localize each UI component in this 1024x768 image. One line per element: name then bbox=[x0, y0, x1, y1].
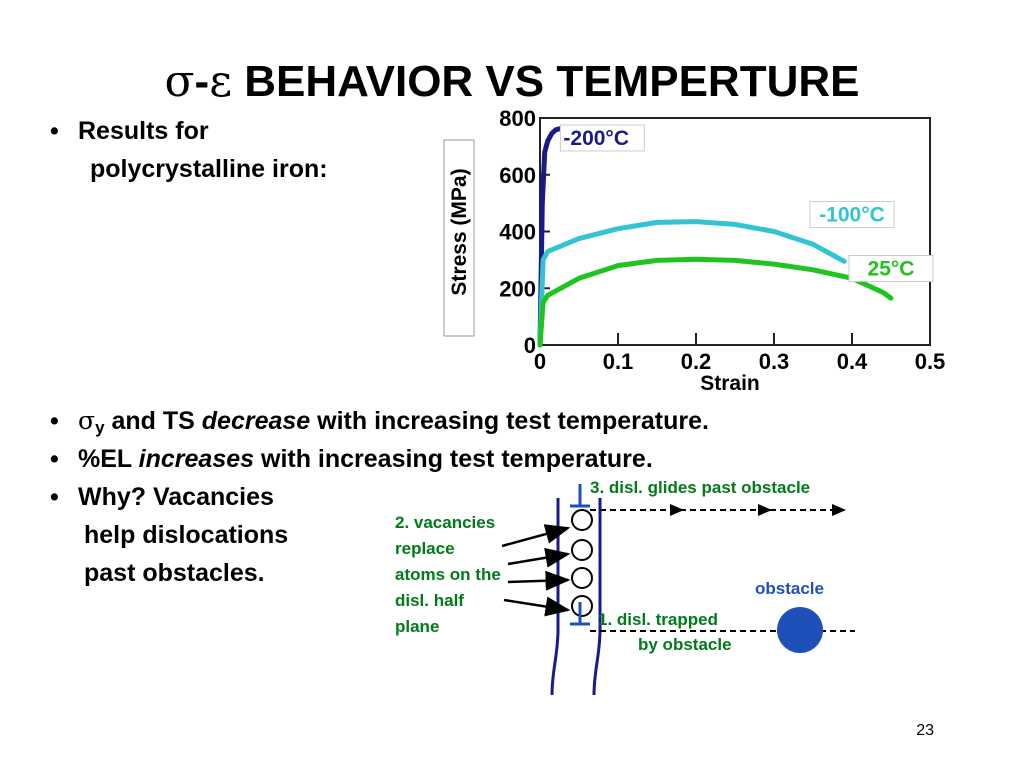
y-tick-label: 200 bbox=[499, 276, 536, 301]
series-label-box bbox=[848, 254, 934, 282]
stress-strain-chart: 0 200 400 600 800 0 0.1 0.2 0.3 0.4 0.5 Stress (M… bbox=[443, 110, 945, 395]
vacancy-arrow bbox=[507, 570, 571, 591]
x-axis: 0 0.1 0.2 0.3 0.4 0.5 bbox=[534, 333, 945, 374]
bullet-results-line2: polycrystalline iron: bbox=[90, 155, 328, 183]
label-trapped-1: 1. disl. trapped bbox=[598, 610, 718, 629]
bullet-why-line3: past obstacles. bbox=[84, 559, 265, 587]
y-axis-label: Stress (MPa) bbox=[448, 168, 471, 295]
bullet-results-line1: Results for bbox=[78, 117, 209, 145]
bullet-marker: • bbox=[50, 407, 59, 435]
vacancy-circle bbox=[571, 567, 593, 589]
title-text: BEHAVIOR VS TEMPERTURE bbox=[232, 57, 860, 106]
series-labels: -200°C -100°C 25°C bbox=[559, 124, 934, 282]
bullet-elongation: • %EL increases with increasing test tem… bbox=[50, 440, 653, 478]
vacancy-circle bbox=[571, 509, 593, 531]
x-axis-label: Strain bbox=[700, 372, 760, 395]
half-plane-left-edge bbox=[550, 498, 560, 696]
label-glide: 3. disl. glides past obstacle bbox=[590, 478, 810, 497]
series-label: -200°C bbox=[563, 127, 629, 150]
half-plane-right-edge bbox=[592, 498, 602, 696]
bullet-marker: • bbox=[50, 117, 59, 145]
vacancy-arrow bbox=[501, 524, 571, 548]
bullet-why: • Why? Vacancies help dislocations past … bbox=[50, 478, 289, 592]
dislocation-diagram: 3. disl. glides past obstacle 2. vacanci… bbox=[395, 478, 855, 696]
series-line bbox=[537, 256, 894, 348]
x-tick-label: 0.3 bbox=[759, 349, 790, 374]
glide-arrow-icon bbox=[758, 504, 772, 516]
series-label-box bbox=[809, 201, 895, 229]
y-tick-label: 400 bbox=[499, 220, 536, 245]
sigma-symbol: σ bbox=[78, 406, 96, 435]
bullet-marker: • bbox=[50, 483, 59, 511]
x-tick-label: 0.5 bbox=[915, 349, 946, 374]
glide-arrow-icon bbox=[670, 504, 684, 516]
vacancy-arrow bbox=[503, 596, 571, 617]
sigma-subscript: y bbox=[95, 418, 105, 437]
bullet-why-line2: help dislocations bbox=[84, 521, 289, 549]
series-label-box bbox=[559, 124, 645, 152]
y-tick-label: 0 bbox=[524, 333, 536, 358]
curves bbox=[537, 126, 894, 348]
label-vacancies-4: disl. half bbox=[395, 591, 464, 610]
series-line bbox=[537, 219, 847, 348]
vacancy-circle bbox=[571, 595, 593, 617]
y-tick-label: 800 bbox=[499, 110, 536, 131]
x-tick-label: 0.4 bbox=[837, 349, 868, 374]
bullet-why-line1: Why? Vacancies bbox=[78, 483, 274, 511]
series-label: -100°C bbox=[819, 204, 885, 227]
title-sigma: σ bbox=[164, 56, 195, 107]
bullet-strength: • σy and TS decrease with increasing tes… bbox=[50, 402, 709, 443]
bullet-marker: • bbox=[50, 445, 59, 473]
x-tick-label: 0 bbox=[534, 349, 546, 374]
y-axis-label-box bbox=[443, 139, 475, 337]
bullet-elongation-ital: increases bbox=[138, 445, 255, 473]
vacancy-circle bbox=[571, 539, 593, 561]
bullet-strength-end: with increasing test temperature. bbox=[310, 407, 709, 435]
bullet-strength-mid: and TS bbox=[104, 407, 202, 435]
y-tick-label: 600 bbox=[499, 163, 536, 188]
page-number: 23 bbox=[916, 722, 934, 739]
x-tick-label: 0.1 bbox=[603, 349, 634, 374]
slide-title: σ-ε BEHAVIOR VS TEMPERTURE bbox=[0, 52, 1024, 112]
obstacle-circle bbox=[777, 607, 823, 653]
series-label: 25°C bbox=[868, 257, 915, 280]
glide-arrow-icon bbox=[832, 504, 846, 516]
label-vacancies-3: atoms on the bbox=[395, 565, 501, 584]
vacancy-arrow bbox=[507, 547, 571, 568]
bullet-elongation-start: %EL bbox=[78, 445, 139, 473]
label-vacancies-1: 2. vacancies bbox=[395, 513, 495, 532]
label-vacancies-5: plane bbox=[395, 617, 439, 636]
label-vacancies-2: replace bbox=[395, 539, 455, 558]
label-trapped-2: by obstacle bbox=[638, 635, 732, 654]
bullet-strength-ital: decrease bbox=[201, 407, 311, 435]
title-dash: - bbox=[194, 57, 210, 106]
x-tick-label: 0.2 bbox=[681, 349, 712, 374]
series-line bbox=[537, 126, 562, 348]
bullet-results: • Results for polycrystalline iron: bbox=[50, 112, 328, 188]
label-obstacle: obstacle bbox=[755, 579, 824, 598]
bullet-elongation-end: with increasing test temperature. bbox=[254, 445, 653, 473]
title-epsilon: ε bbox=[209, 56, 232, 107]
